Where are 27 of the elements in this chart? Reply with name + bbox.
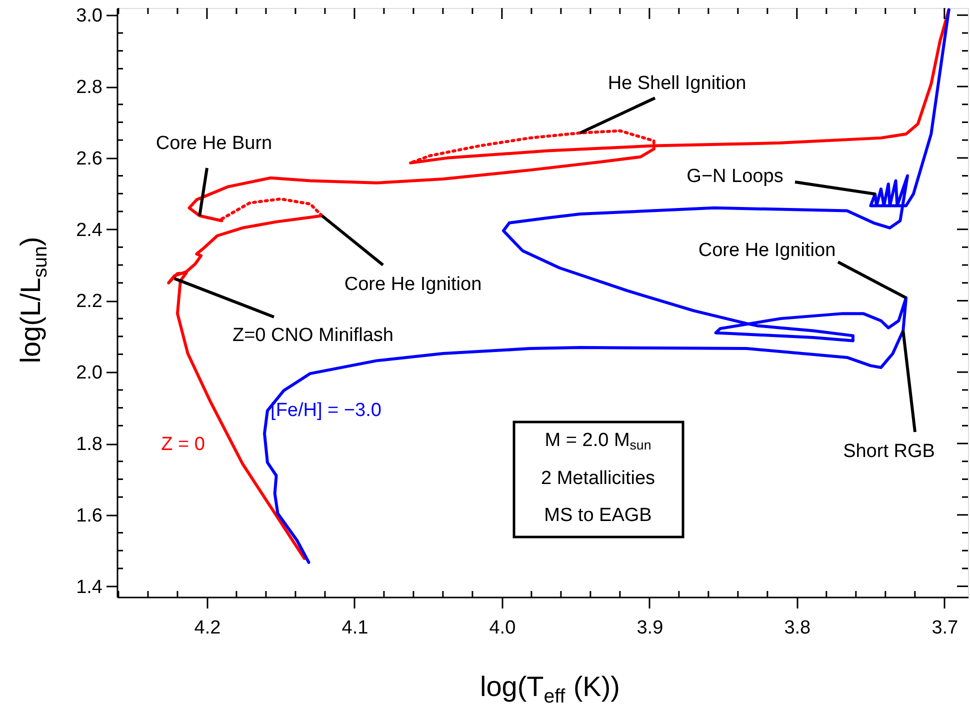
series-label: Z = 0 bbox=[161, 434, 205, 455]
x-tick-label: 4.0 bbox=[489, 618, 516, 638]
annotation: MS to EAGB bbox=[544, 505, 652, 526]
y-tick-label: 2.4 bbox=[76, 220, 103, 241]
y-tick-label: 1.4 bbox=[76, 576, 103, 598]
x-tick-label: 4.2 bbox=[194, 618, 221, 638]
annotation: 2 Metallicities bbox=[540, 468, 656, 489]
y-tick-label: 2.0 bbox=[76, 362, 102, 384]
annotation: G−N Loops bbox=[686, 166, 784, 187]
y-tick-label: 1.6 bbox=[76, 505, 102, 526]
annotation: Short RGB bbox=[843, 441, 935, 462]
x-tick-label: 4.1 bbox=[342, 618, 368, 638]
annotation: He Shell Ignition bbox=[608, 73, 746, 94]
x-tick-label: 3.7 bbox=[932, 618, 958, 638]
annotation: Core He Ignition bbox=[344, 274, 482, 295]
y-tick-label: 1.8 bbox=[76, 434, 102, 456]
y-tick-label: 2.8 bbox=[76, 77, 102, 98]
annotation: Z=0 CNO Miniflash bbox=[232, 325, 394, 346]
y-tick-label: 3.0 bbox=[76, 6, 102, 27]
y-axis-title: log(L/Lsun) bbox=[15, 236, 52, 364]
series-label: [Fe/H] = −3.0 bbox=[270, 400, 382, 421]
annotation: Core He Burn bbox=[156, 133, 272, 154]
y-tick-label: 2.2 bbox=[76, 291, 102, 312]
y-tick-label: 2.6 bbox=[76, 148, 102, 170]
x-tick-label: 3.8 bbox=[784, 618, 811, 638]
annotation: Core He Ignition bbox=[698, 240, 836, 261]
x-tick-label: 3.9 bbox=[636, 618, 664, 638]
